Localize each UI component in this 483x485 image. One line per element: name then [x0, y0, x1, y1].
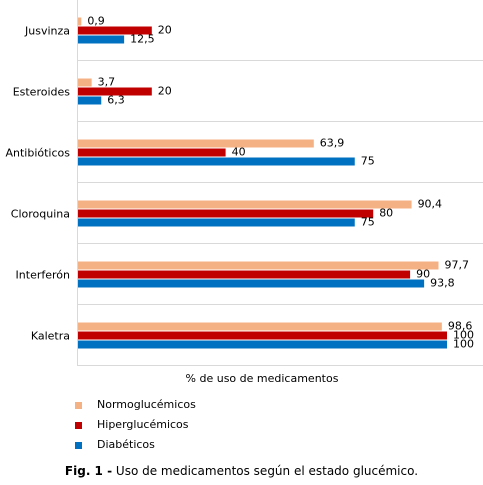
- bar-0: [78, 261, 439, 270]
- bar-0: [78, 322, 442, 331]
- data-label: 90: [416, 268, 430, 281]
- data-label: 6,3: [107, 94, 125, 107]
- data-label: 20: [158, 85, 172, 98]
- bar-1: [78, 209, 374, 218]
- bar-2: [78, 218, 355, 227]
- bar-1: [78, 331, 447, 340]
- bar-1: [78, 270, 411, 279]
- data-label: 0,9: [87, 15, 105, 28]
- data-label: 100: [453, 329, 474, 342]
- category-label: Antibióticos: [5, 147, 70, 160]
- bar-chart: Jusvinza0,92012,5Esteroides3,7206,3Antib…: [5, 0, 483, 385]
- data-label: 40: [232, 146, 246, 159]
- bar-2: [78, 279, 425, 288]
- bar-2: [78, 35, 125, 44]
- figure-caption-text: Uso de medicamentos según el estado gluc…: [115, 464, 419, 478]
- legend-label-diabeticos: Diabéticos: [97, 438, 155, 451]
- data-label: 90,4: [418, 198, 443, 211]
- legend-label-normoglucemicos: Normoglucémicos: [97, 398, 196, 411]
- figure-caption: Fig. 1 - Uso de medicamentos según el es…: [0, 464, 483, 478]
- bar-0: [78, 139, 314, 148]
- data-label: 98,6: [448, 320, 473, 333]
- legend-swatch-diabeticos: [75, 442, 82, 449]
- data-label: 12,5: [130, 33, 155, 46]
- data-label: 75: [361, 216, 375, 229]
- data-label: 80: [379, 207, 393, 220]
- bar-1: [78, 87, 152, 96]
- data-label: 93,8: [430, 277, 455, 290]
- data-label: 100: [453, 338, 474, 351]
- bar-2: [78, 340, 447, 349]
- data-label: 75: [361, 155, 375, 168]
- bar-0: [78, 78, 92, 87]
- data-label: 20: [158, 24, 172, 37]
- data-label: 63,9: [320, 137, 345, 150]
- legend-swatch-normoglucemicos: [75, 402, 82, 409]
- category-label: Esteroides: [13, 86, 71, 99]
- category-label: Jusvinza: [24, 25, 70, 38]
- data-label: 97,7: [445, 259, 470, 272]
- legend-label-hiperglucemicos: Hiperglucémicos: [97, 418, 189, 431]
- bar-0: [78, 200, 412, 209]
- data-label: 3,7: [98, 76, 116, 89]
- bar-1: [78, 26, 152, 35]
- category-label: Interferón: [16, 269, 70, 282]
- legend-swatch-hiperglucemicos: [75, 422, 82, 429]
- bar-0: [78, 17, 82, 26]
- x-axis-title: % de uso de medicamentos: [186, 372, 339, 385]
- bar-2: [78, 96, 102, 105]
- bar-2: [78, 157, 355, 166]
- bar-1: [78, 148, 226, 157]
- category-label: Kaletra: [31, 330, 70, 343]
- category-label: Cloroquina: [11, 208, 70, 221]
- figure-caption-prefix: Fig. 1 -: [64, 464, 113, 478]
